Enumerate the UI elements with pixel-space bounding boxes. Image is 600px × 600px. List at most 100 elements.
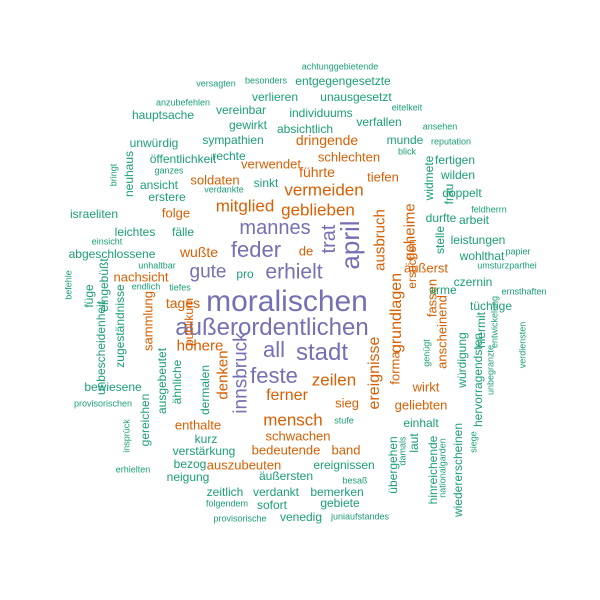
cloud-word: folge	[161, 205, 191, 221]
cloud-word: mannes	[239, 217, 311, 239]
cloud-word: israeliten	[69, 207, 119, 221]
cloud-word: achtunggebietende	[301, 61, 379, 72]
cloud-word: dermalen	[198, 364, 212, 416]
cloud-word: ferner	[266, 387, 308, 404]
cloud-word: ansicht	[139, 178, 179, 192]
cloud-word: gute	[189, 261, 227, 283]
cloud-word: bezog	[173, 457, 207, 471]
cloud-word: doppelt	[442, 186, 482, 200]
cloud-word: moralischen	[206, 285, 368, 318]
cloud-word: fälle	[171, 225, 195, 239]
cloud-word: würdigung	[455, 332, 469, 388]
cloud-word: enthalte	[174, 417, 222, 433]
cloud-word: arme	[429, 283, 457, 297]
cloud-word: sieg	[335, 395, 359, 411]
cloud-word: vermeiden	[284, 180, 364, 200]
cloud-word: schwachen	[265, 428, 331, 444]
cloud-word: endlich	[131, 281, 161, 292]
cloud-word: übergehen	[386, 436, 400, 494]
cloud-word: erstere	[148, 190, 186, 204]
cloud-word: mitglied	[215, 196, 275, 216]
cloud-word: ausbruch	[371, 209, 389, 271]
cloud-word: entgegengesetzte	[295, 74, 391, 88]
cloud-word: verfallen	[356, 115, 402, 129]
cloud-word: wußte	[179, 244, 219, 260]
cloud-word: erhielt	[265, 260, 323, 284]
cloud-word: führte	[299, 164, 335, 180]
cloud-word: anzubefehlen	[155, 97, 211, 108]
cloud-word: soldaten	[190, 172, 240, 188]
cloud-word: besaß	[342, 475, 368, 486]
cloud-word: gereichen	[138, 393, 152, 447]
cloud-word: feder	[230, 237, 282, 262]
cloud-word: höhere	[176, 337, 224, 355]
cloud-word: forma	[387, 351, 403, 385]
cloud-word: kurz	[194, 432, 218, 446]
cloud-word: eitelkeit	[391, 102, 423, 113]
cloud-word: geblieben	[281, 200, 355, 220]
cloud-word: laut	[407, 433, 421, 453]
cloud-word: absichtlich	[276, 122, 334, 136]
cloud-word: blick	[397, 146, 417, 157]
cloud-word: dringende	[295, 132, 359, 148]
cloud-word: band	[331, 442, 361, 458]
cloud-word: nachsicht	[113, 269, 169, 285]
cloud-word: frau	[442, 183, 456, 205]
cloud-word: sinkt	[253, 176, 279, 190]
cloud-word: hauptsache	[131, 108, 195, 122]
cloud-word: verdankt	[252, 485, 300, 499]
cloud-word: erhielten	[115, 464, 151, 475]
cloud-word: trat	[318, 224, 340, 254]
cloud-word: neuhaus	[122, 150, 136, 198]
cloud-word: bemerken	[310, 485, 364, 499]
cloud-word: individuums	[289, 106, 353, 120]
cloud-word: grundlagen	[388, 272, 405, 354]
cloud-word: verstärkung	[172, 444, 236, 458]
cloud-word: stufe	[334, 415, 354, 426]
cloud-word: neigung	[166, 470, 210, 484]
cloud-word: czernin	[453, 275, 493, 289]
cloud-word: unwürdig	[129, 136, 179, 150]
cloud-word: wohlthat	[459, 249, 505, 263]
cloud-word: pro	[236, 267, 254, 281]
cloud-word: ereignisse	[366, 336, 383, 410]
cloud-word: all	[262, 337, 286, 362]
cloud-word: ausgebeutet	[155, 347, 169, 415]
cloud-word: stadt	[295, 339, 349, 366]
cloud-word: umsturzparthei	[477, 260, 537, 271]
cloud-word: äußersten	[258, 469, 314, 483]
cloud-word: nationalgarden	[437, 438, 448, 498]
cloud-word: venedig	[279, 510, 323, 524]
cloud-word: unhaltbar	[138, 260, 176, 271]
cloud-word: ersuchen	[405, 239, 419, 289]
cloud-word: unbegranzte	[485, 344, 496, 396]
cloud-word: sofort	[256, 498, 288, 512]
cloud-word: ähnliche	[170, 359, 184, 405]
cloud-word: juniaufstandes	[330, 511, 390, 522]
cloud-word: besonders	[244, 75, 288, 86]
cloud-word: munde	[386, 133, 424, 147]
cloud-word: verdankte	[204, 184, 244, 195]
cloud-word: tüchtige	[469, 299, 513, 313]
cloud-word: vereinbar	[215, 103, 267, 117]
cloud-word: öffentlichkeit	[149, 152, 217, 166]
cloud-word: innsbruck	[230, 332, 252, 414]
cloud-word: papier	[505, 246, 531, 257]
cloud-word: rechte	[212, 149, 246, 163]
cloud-word: wilden	[440, 168, 476, 182]
cloud-word: reputation	[430, 136, 472, 147]
cloud-word: bedeutende	[251, 442, 321, 458]
cloud-word: tiefen	[367, 169, 399, 185]
cloud-word: wirkt	[412, 379, 440, 395]
cloud-word: gewirkt	[228, 118, 268, 132]
cloud-word: verwendet	[241, 156, 301, 172]
cloud-word: zeitlich	[206, 485, 244, 499]
cloud-word: befehle	[63, 270, 74, 300]
cloud-word: bringt	[108, 163, 119, 187]
cloud-word: zeilen	[311, 370, 357, 390]
cloud-word: fertigen	[434, 153, 476, 167]
cloud-word: auszubeuten	[206, 457, 282, 473]
cloud-word: einhalt	[403, 416, 439, 430]
cloud-word: hervorragendsten	[471, 332, 485, 428]
